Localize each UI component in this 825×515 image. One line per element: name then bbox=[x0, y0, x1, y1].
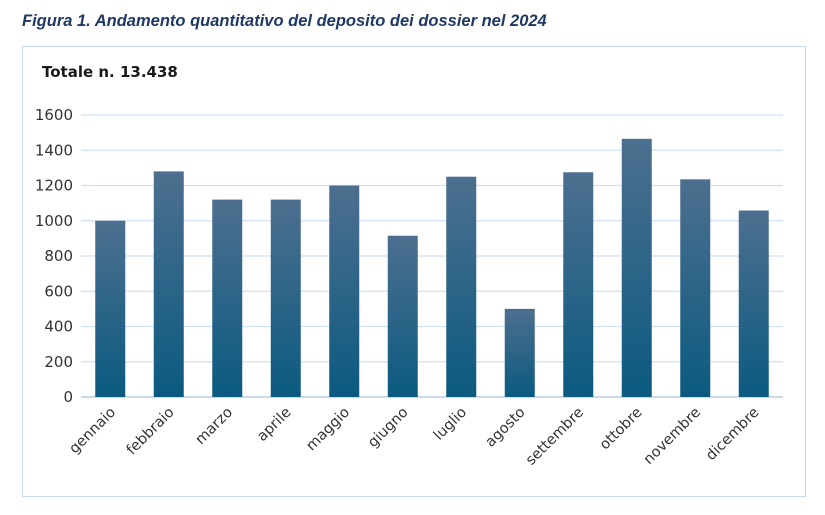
bar-chart: Totale n. 13.438 0 200 400 600 800 1000 1200 14… bbox=[35, 63, 783, 469]
x-tick-label-gennaio: gennaio bbox=[67, 404, 120, 457]
x-tick-label-ottobre: ottobre bbox=[597, 404, 646, 453]
x-tick-label-settembre: settembre bbox=[523, 404, 587, 468]
chart-title: Totale n. 13.438 bbox=[42, 63, 178, 81]
bar-gennaio bbox=[95, 220, 126, 397]
bar-aprile bbox=[270, 199, 301, 397]
x-tick-label-giugno: giugno bbox=[365, 404, 412, 451]
bar-ottobre bbox=[621, 138, 652, 397]
y-axis-ticks: 0 200 400 600 800 1000 1200 1400 1600 bbox=[35, 106, 73, 406]
bar-febbraio bbox=[153, 171, 184, 397]
x-tick-label-febbraio: febbraio bbox=[124, 404, 178, 458]
bar-giugno bbox=[387, 235, 418, 397]
y-tick-label: 200 bbox=[44, 353, 73, 371]
bar-maggio bbox=[329, 185, 360, 397]
x-tick-label-maggio: maggio bbox=[303, 404, 353, 454]
x-tick-label-luglio: luglio bbox=[431, 404, 470, 443]
bar-dicembre bbox=[738, 210, 769, 397]
y-tick-label: 1000 bbox=[35, 212, 73, 230]
y-tick-label: 800 bbox=[44, 247, 73, 265]
bar-agosto bbox=[504, 308, 535, 397]
y-tick-label: 1600 bbox=[35, 106, 73, 124]
x-tick-label-novembre: novembre bbox=[641, 404, 704, 467]
x-tick-label-dicembre: dicembre bbox=[703, 404, 762, 463]
chart-panel: Totale n. 13.438 0 200 400 600 800 1000 1200 14… bbox=[22, 46, 806, 497]
y-tick-label: 600 bbox=[44, 282, 73, 300]
gridlines bbox=[81, 114, 783, 398]
bar-novembre bbox=[680, 179, 711, 397]
x-tick-label-marzo: marzo bbox=[193, 404, 237, 448]
bars bbox=[95, 138, 769, 397]
bar-settembre bbox=[563, 172, 594, 397]
y-tick-label: 1200 bbox=[35, 177, 73, 195]
x-axis-labels: gennaio febbraio marzo aprile maggio giugno lu… bbox=[67, 404, 763, 468]
x-tick-label-agosto: agosto bbox=[483, 404, 529, 450]
figure-caption: Figura 1. Andamento quantitativo del dep… bbox=[22, 12, 547, 30]
x-tick-label-aprile: aprile bbox=[254, 404, 294, 444]
bar-luglio bbox=[446, 176, 477, 397]
bar-marzo bbox=[212, 199, 243, 397]
y-tick-label: 1400 bbox=[35, 141, 73, 159]
y-tick-label: 400 bbox=[44, 318, 73, 336]
y-tick-label: 0 bbox=[63, 388, 73, 406]
